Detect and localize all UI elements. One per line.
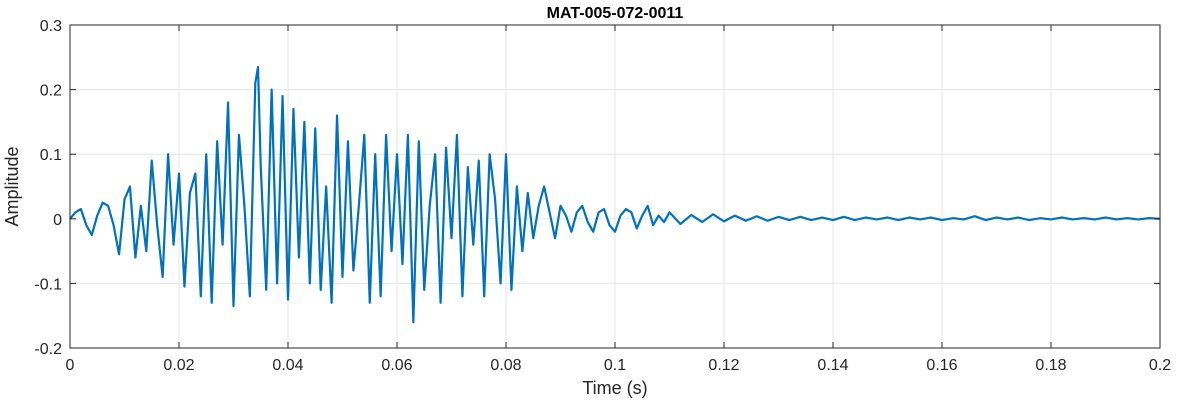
x-tick-label: 0.18 xyxy=(1035,357,1066,374)
y-axis-label: Amplitude xyxy=(2,146,22,226)
y-axis: -0.2 -0.1 0 0.1 0.2 0.3 xyxy=(34,18,1160,358)
amplitude-series-line xyxy=(69,65,1161,324)
x-axis-label: Time (s) xyxy=(582,378,647,398)
x-tick-label: 0 xyxy=(66,357,75,374)
x-tick-label: 0.04 xyxy=(272,357,303,374)
x-tick-label: 0.2 xyxy=(1149,357,1171,374)
y-tick-label: -0.2 xyxy=(34,341,62,358)
x-tick-label: 0.02 xyxy=(163,357,194,374)
x-tick-label: 0.1 xyxy=(604,357,626,374)
x-tick-label: 0.12 xyxy=(708,357,739,374)
chart-title: MAT-005-072-0011 xyxy=(547,5,684,22)
x-tick-label: 0.16 xyxy=(926,357,957,374)
y-tick-label: -0.1 xyxy=(34,276,62,293)
y-tick-label: 0 xyxy=(53,212,62,229)
y-tick-label: 0.2 xyxy=(40,83,62,100)
y-tick-label: 0.3 xyxy=(40,18,62,35)
x-axis: 0 0.02 0.04 0.06 0.08 0.1 0.12 0.14 0.16 0.18 0.2 xyxy=(66,25,1171,374)
x-tick-label: 0.06 xyxy=(381,357,412,374)
x-tick-label: 0.14 xyxy=(817,357,848,374)
y-tick-label: 0.1 xyxy=(40,147,62,164)
x-tick-label: 0.08 xyxy=(490,357,521,374)
